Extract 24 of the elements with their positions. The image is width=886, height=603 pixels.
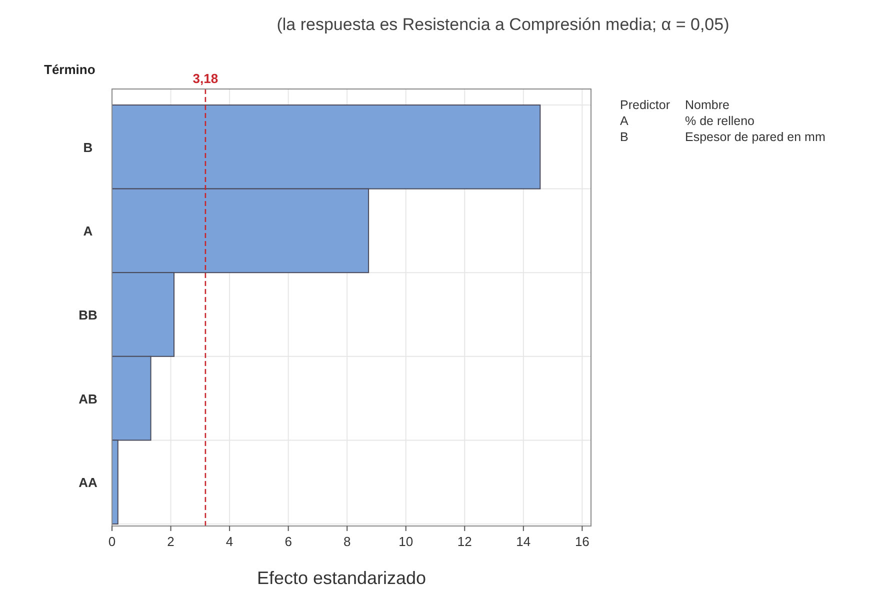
y-tick-label: AB <box>78 391 98 406</box>
x-tick-label: 2 <box>167 534 174 549</box>
ref-line-label: 3,18 <box>192 71 218 86</box>
text: B <box>620 130 628 144</box>
text: A <box>620 114 629 128</box>
x-tick-label: 12 <box>457 534 472 549</box>
chart-subtitle: (la respuesta es Resistencia a Compresión media; α = 0,05) <box>276 15 730 34</box>
x-axis-title: Efecto estandarizado <box>256 568 426 588</box>
x-tick-label: 16 <box>574 534 590 549</box>
x-tick-label: 0 <box>108 534 116 549</box>
y-tick-label: B <box>83 140 93 155</box>
x-tick-label: 6 <box>284 534 292 549</box>
y-tick-label: BB <box>78 308 98 322</box>
x-tick-label: 14 <box>516 534 531 549</box>
text: Espesor de pared en mm <box>685 130 826 144</box>
y-tick-label: AA <box>78 475 98 490</box>
text: Nombre <box>685 98 730 112</box>
text: % de relleno <box>685 114 755 128</box>
x-tick-label: 8 <box>343 534 351 549</box>
x-tick-label: 10 <box>398 534 414 549</box>
y-axis-title: Término <box>44 62 96 77</box>
text: Predictor <box>620 98 670 112</box>
x-tick-label: 4 <box>226 534 234 549</box>
y-tick-label: A <box>83 224 94 239</box>
